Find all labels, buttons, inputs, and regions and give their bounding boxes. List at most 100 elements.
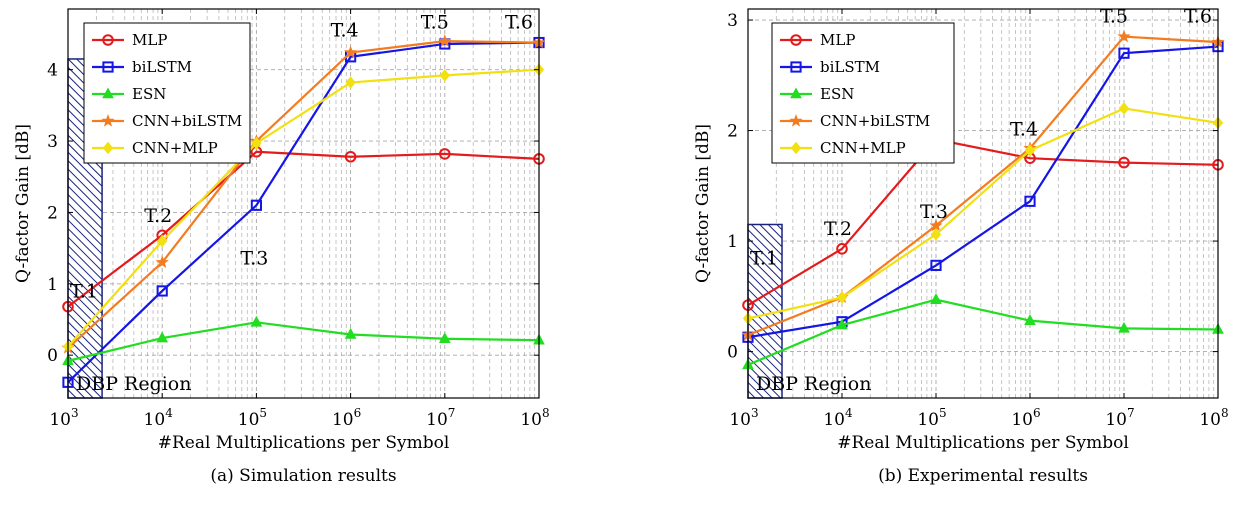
legend-marker <box>102 141 114 155</box>
data-point <box>836 243 848 255</box>
legend-label: CNN+biLSTM <box>820 112 930 130</box>
figure-caption: (b) Experimental results <box>878 466 1088 486</box>
x-tick-base: 10 <box>332 410 354 430</box>
legend-marker <box>790 87 802 99</box>
data-point <box>1118 321 1130 333</box>
annotation-label: T.6 <box>1184 6 1212 28</box>
series-line <box>67 150 540 308</box>
annotation-label: T.2 <box>144 205 172 227</box>
legend: MLP biLSTM ESN CNN+biLSTM CNN+MLP <box>771 22 955 164</box>
y-tick-label: 3 <box>47 132 58 152</box>
legend-marker <box>102 61 114 73</box>
legend-label: CNN+MLP <box>132 139 218 157</box>
annotation-label: T.5 <box>1100 6 1128 28</box>
x-tick-base: 10 <box>426 410 448 430</box>
data-point <box>438 332 451 344</box>
y-tick-label: 2 <box>727 122 738 142</box>
legend-marker <box>790 141 802 155</box>
x-tick-label: 107 <box>426 406 455 430</box>
x-tick-exponent: 8 <box>542 406 550 420</box>
x-tick-base: 10 <box>238 410 260 430</box>
series-cnn-mlp <box>62 63 545 353</box>
x-tick-label: 108 <box>1199 406 1228 430</box>
legend-label: MLP <box>820 31 855 49</box>
series-line <box>747 107 1219 320</box>
region-label: DBP Region <box>756 373 871 395</box>
data-point <box>156 285 168 297</box>
data-point <box>344 150 357 163</box>
x-tick-base: 10 <box>1011 410 1033 430</box>
y-tick-label: 0 <box>727 343 738 363</box>
series-line <box>67 41 540 384</box>
x-tick-exponent: 3 <box>71 406 79 420</box>
x-tick-base: 10 <box>49 410 71 430</box>
x-tick-label: 104 <box>823 406 853 430</box>
x-tick-exponent: 6 <box>1033 406 1041 420</box>
legend-label: MLP <box>132 31 167 49</box>
x-tick-base: 10 <box>144 410 166 430</box>
plot-frame <box>747 8 1219 399</box>
annotation-label: T.2 <box>824 218 852 240</box>
data-point <box>929 218 943 232</box>
series-cnn-mlp <box>742 102 1224 325</box>
y-tick-label: 1 <box>727 232 738 252</box>
annotation-label: T.5 <box>421 12 449 34</box>
x-tick-base: 10 <box>917 410 939 430</box>
data-point <box>1118 156 1130 169</box>
data-point <box>344 45 358 59</box>
legend-label: ESN <box>820 85 854 103</box>
data-point <box>251 136 262 150</box>
series-line <box>67 68 540 348</box>
y-tick-label: 4 <box>47 61 58 81</box>
data-point <box>439 69 450 82</box>
annotation-label: T.3 <box>920 201 948 223</box>
data-point <box>930 228 942 241</box>
data-point <box>930 293 942 304</box>
legend-marker <box>102 87 114 99</box>
x-tick-exponent: 7 <box>1127 406 1135 420</box>
region-label: DBP Region <box>76 373 191 395</box>
x-tick-label: 106 <box>1011 406 1040 430</box>
data-point <box>1117 29 1131 43</box>
data-point <box>250 199 263 211</box>
data-point <box>439 148 451 160</box>
x-tick-base: 10 <box>823 410 845 430</box>
data-point <box>1024 314 1036 325</box>
data-point <box>1024 195 1036 207</box>
annotation-label: T.1 <box>750 248 778 270</box>
x-tick-label: 105 <box>917 406 946 430</box>
legend-marker <box>790 34 802 46</box>
series-line <box>67 40 540 349</box>
annotation-label: T.4 <box>1010 119 1038 141</box>
figure-caption: (a) Simulation results <box>210 466 396 486</box>
legend-marker <box>102 34 114 46</box>
data-point <box>1024 144 1036 157</box>
x-tick-base: 10 <box>729 410 751 430</box>
data-point <box>930 259 942 271</box>
x-tick-exponent: 6 <box>354 406 362 420</box>
x-tick-label: 106 <box>332 406 361 430</box>
series-line <box>747 298 1219 366</box>
legend: MLP biLSTM ESN CNN+biLSTM CNN+MLP <box>83 22 251 164</box>
legend-marker <box>790 61 802 73</box>
x-tick-exponent: 5 <box>939 406 947 420</box>
x-tick-label: 103 <box>729 406 758 430</box>
data-point <box>1118 102 1130 115</box>
x-axis-label: #Real Multiplications per Symbol <box>837 433 1129 453</box>
x-tick-base: 10 <box>1199 410 1221 430</box>
legend-marker <box>789 114 803 127</box>
data-point <box>344 327 357 339</box>
series-esn <box>62 315 545 366</box>
x-tick-exponent: 4 <box>165 406 173 420</box>
data-point <box>836 291 848 304</box>
data-point <box>156 331 169 343</box>
data-point <box>438 34 452 47</box>
data-point <box>345 76 356 89</box>
x-tick-base: 10 <box>520 410 542 430</box>
y-axis-label: Q-factor Gain [dB] <box>693 124 713 283</box>
legend-label: CNN+MLP <box>820 139 906 157</box>
x-tick-label: 108 <box>520 406 549 430</box>
legend-label: ESN <box>132 85 166 103</box>
y-tick-label: 0 <box>47 346 58 366</box>
